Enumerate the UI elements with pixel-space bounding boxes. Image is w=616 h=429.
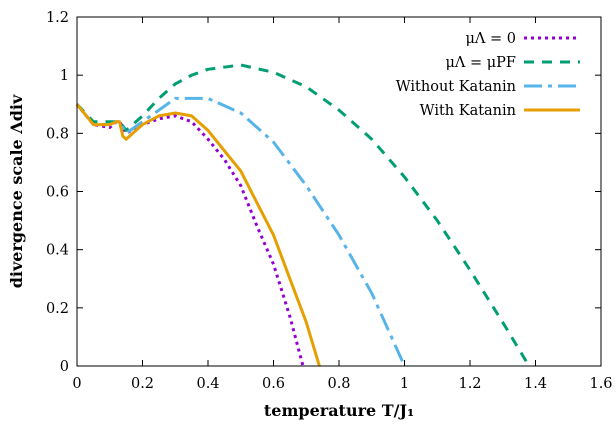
legend-label-4: With Katanin (420, 103, 516, 119)
x-tick-label: 1.6 (589, 376, 612, 392)
tick-layer: 0 0.2 0.4 0.6 0.8 1 1.2 1.4 1.6 0 0.2 0.4 0.6 0.8 1 1.2 (46, 10, 613, 392)
y-tick-label: 0.4 (46, 243, 69, 259)
legend: μΛ = 0 μΛ = μPF Without Katanin With Katani… (396, 31, 580, 119)
y-tick-label: 0.2 (46, 301, 69, 317)
x-tick-label: 0.8 (327, 376, 350, 392)
x-tick-label: 1 (400, 376, 409, 392)
x-tick-label: 0.6 (262, 376, 285, 392)
series-line-4 (75, 103, 321, 367)
series-line-2 (75, 63, 531, 367)
series-layer (75, 63, 531, 367)
y-axis-title: divergence scale Λdiv (7, 94, 26, 288)
series-line-1 (75, 103, 305, 367)
legend-label-1: μΛ = 0 (466, 31, 517, 47)
y-tick-label: 1 (60, 68, 69, 84)
y-tick-label: 0.6 (46, 185, 69, 201)
legend-label-2: μΛ = μPF (445, 55, 516, 71)
plot-frame (76, 16, 602, 367)
legend-label-3: Without Katanin (396, 79, 516, 95)
x-axis-title: temperature T/J₁ (264, 401, 414, 420)
y-tick-label: 0 (60, 359, 69, 375)
x-tick-label: 0 (72, 376, 81, 392)
x-tick-label: 0.4 (196, 376, 219, 392)
y-tick-label: 0.8 (46, 126, 69, 142)
x-tick-label: 1.4 (524, 376, 547, 392)
y-tick-label: 1.2 (46, 10, 69, 26)
x-tick-label: 1.2 (458, 376, 481, 392)
x-tick-label: 0.2 (131, 376, 154, 392)
